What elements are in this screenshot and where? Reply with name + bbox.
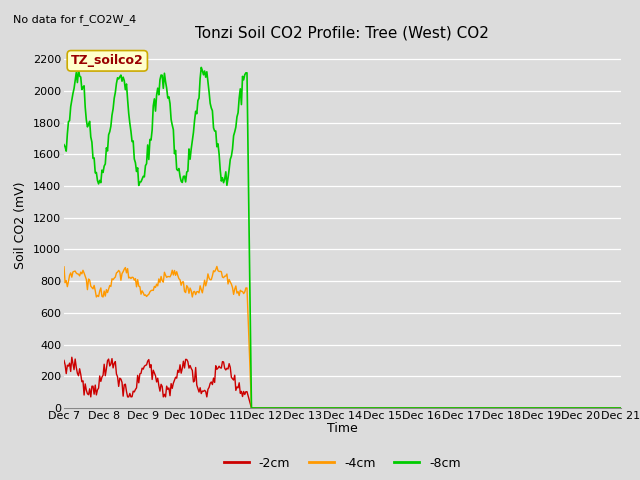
Text: TZ_soilco2: TZ_soilco2 <box>71 54 144 67</box>
X-axis label: Time: Time <box>327 422 358 435</box>
Legend: -2cm, -4cm, -8cm: -2cm, -4cm, -8cm <box>219 452 466 475</box>
Y-axis label: Soil CO2 (mV): Soil CO2 (mV) <box>15 182 28 269</box>
Title: Tonzi Soil CO2 Profile: Tree (West) CO2: Tonzi Soil CO2 Profile: Tree (West) CO2 <box>195 25 490 41</box>
Text: No data for f_CO2W_4: No data for f_CO2W_4 <box>13 14 136 25</box>
